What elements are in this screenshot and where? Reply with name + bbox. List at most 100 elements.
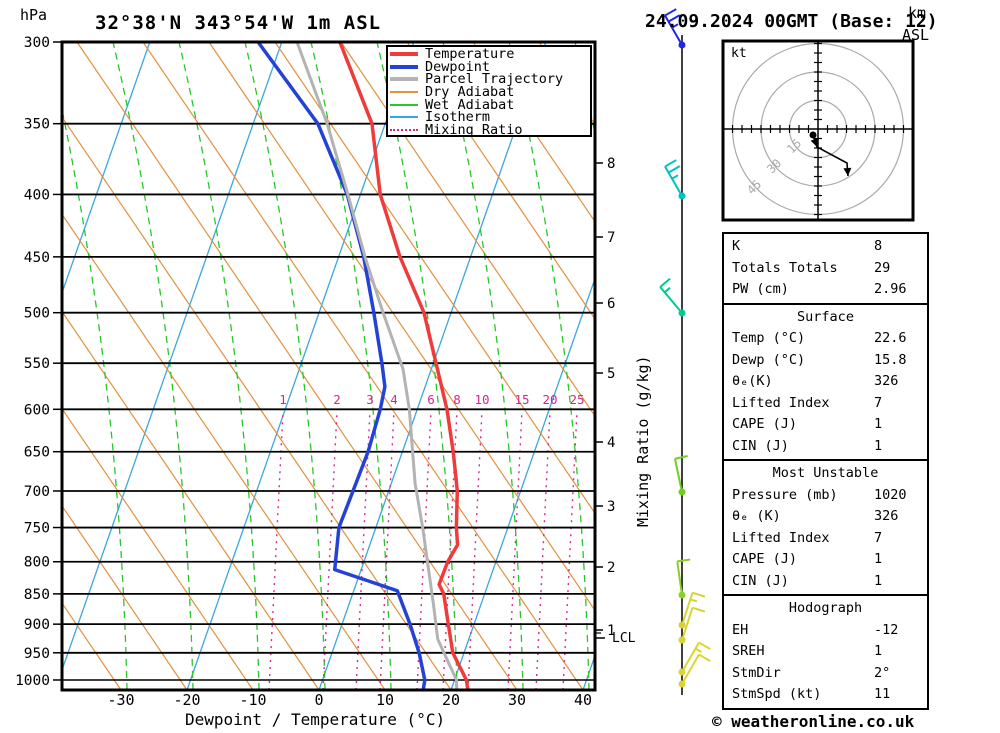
temp-tick-label: -20 — [173, 691, 200, 709]
dry-adiabat-line — [142, 42, 584, 690]
dry-adiabat-line — [62, 407, 254, 690]
mixing-ratio-value-label: 20 — [542, 392, 557, 407]
legend: Temperature Dewpoint Parcel Trajectory D… — [386, 45, 592, 137]
mixing-ratio-line — [268, 410, 284, 690]
dry-adiabat-line — [76, 42, 518, 690]
row-label: CAPE (J) — [732, 416, 798, 432]
section-header: Surface — [797, 308, 854, 325]
mixing-ratio-value-label: 3 — [366, 392, 374, 407]
row-label: θₑ (K) — [732, 508, 781, 524]
wind-barb-line — [681, 592, 694, 626]
isotherm-line — [450, 276, 595, 690]
table-row: Totals Totals 29 — [724, 258, 927, 280]
row-label: Pressure (mb) — [732, 486, 838, 503]
mixing-ratio-line — [535, 410, 551, 690]
row-label: PW (cm) — [732, 281, 789, 297]
wind-barb-station-dot — [678, 668, 686, 676]
hodograph-ring-label: 15 — [784, 136, 804, 156]
wind-barb-station-dot — [678, 41, 686, 49]
row-value: 7 — [874, 394, 883, 411]
km-tick-label: 4 — [607, 435, 615, 451]
table-row: CIN (J) 1 — [724, 571, 927, 593]
row-label: StmSpd (kt) — [732, 686, 822, 702]
wet-adiabat-line — [62, 106, 128, 690]
mixing-ratio-value-label: 6 — [427, 392, 435, 407]
pressure-unit-label: hPa — [20, 6, 48, 24]
temp-tick-label: -30 — [107, 691, 134, 709]
copyright: © weatheronline.co.uk — [712, 712, 915, 731]
wind-barb-station-dot — [678, 488, 686, 496]
hodograph-unit-label: kt — [731, 46, 747, 61]
hodograph-ring-label: 45 — [744, 177, 764, 197]
dry-adiabat-line-sample — [390, 91, 418, 94]
wind-barb-station-dot — [678, 192, 686, 200]
mixing-ratio-value-label: 4 — [390, 392, 398, 407]
wind-barb-line — [673, 458, 683, 493]
mixing-ratio-line-sample — [390, 128, 418, 131]
legend-item: Dewpoint — [390, 58, 590, 75]
row-value: 326 — [874, 508, 899, 524]
mixing-ratio-value-label: 15 — [514, 392, 529, 407]
dry-adiabat-line — [62, 116, 452, 690]
altitude-unit-asl: ASL — [902, 26, 930, 44]
wet-adiabat-line — [178, 42, 260, 690]
legend-label: Isotherm — [425, 109, 491, 126]
mixing-ratio-line — [379, 410, 395, 690]
row-value: 1 — [874, 643, 883, 659]
pressure-tick-label: 350 — [24, 117, 50, 133]
wind-barb-line — [664, 159, 677, 168]
wet-adiabat-line — [112, 42, 194, 690]
row-label: θₑ(K) — [732, 373, 773, 389]
section-header: Hodograph — [788, 600, 863, 616]
wind-barb — [678, 606, 706, 644]
legend-label: Dry Adiabat — [425, 84, 515, 101]
hodograph-arrowhead — [843, 167, 852, 176]
wind-barb — [678, 653, 711, 688]
legend-label: Mixing Ratio — [425, 121, 523, 138]
wind-barb-line — [664, 8, 677, 17]
legend-item: Wet Adiabat — [390, 98, 590, 111]
pressure-tick-label: 650 — [24, 445, 50, 461]
legend-label: Dewpoint — [425, 58, 491, 75]
row-value: 2° — [874, 664, 891, 681]
wind-barb — [664, 159, 686, 200]
wind-barb-line — [692, 606, 706, 613]
plot-frame — [60, 40, 597, 692]
mixing-ratio-value-label: 8 — [453, 392, 461, 407]
wind-barb-station-dot — [678, 680, 686, 688]
row-value: 15.8 — [874, 351, 907, 368]
wind-barb-line — [674, 455, 688, 460]
table-row: StmSpd (kt) 11 — [724, 684, 927, 706]
row-value: 8 — [874, 238, 883, 254]
altitude-unit-km: km — [908, 4, 927, 22]
row-value: 29 — [874, 259, 891, 276]
row-value: 326 — [874, 373, 899, 389]
wind-barb-station-dot — [678, 309, 686, 317]
km-tick-label: 6 — [607, 296, 615, 312]
wind-barb-line — [677, 558, 691, 563]
mixing-ratio-value-label: 10 — [474, 392, 489, 407]
wind-barb-line — [659, 286, 683, 314]
isotherm-line — [62, 42, 283, 672]
dry-adiabat-line — [340, 42, 595, 418]
row-value: 7 — [874, 529, 883, 546]
wind-barb — [673, 455, 688, 496]
row-label: CIN (J) — [732, 572, 789, 589]
mixing-ratio-value-label: 2 — [333, 392, 341, 407]
pressure-tick-label: 400 — [24, 187, 50, 203]
wind-barb — [664, 8, 686, 49]
dry-adiabat-line — [62, 310, 320, 690]
legend-item: Parcel Trajectory — [390, 73, 590, 86]
isotherm-line — [318, 42, 547, 690]
pressure-tick-label: 300 — [24, 35, 50, 51]
mixing-ratio-line — [322, 410, 338, 690]
mixing-ratio-line — [507, 410, 523, 690]
temperature-line-sample — [390, 52, 418, 57]
hodograph-arrowhead — [810, 138, 819, 147]
wind-barb-line — [695, 647, 703, 653]
legend-label: Temperature — [425, 46, 515, 63]
row-value: 1 — [874, 416, 883, 432]
table-row: θₑ(K) 326 — [724, 371, 927, 393]
